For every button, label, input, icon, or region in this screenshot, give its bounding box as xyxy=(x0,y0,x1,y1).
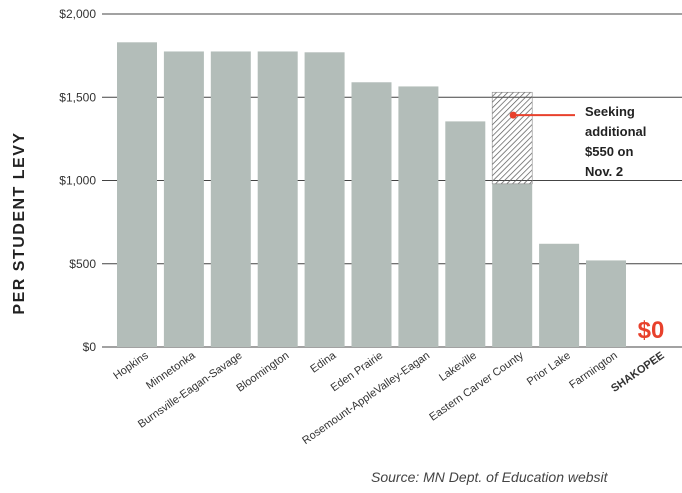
x-axis-labels: HopkinsMinnetonkaBurnsville-Eagan-Savage… xyxy=(111,349,666,447)
bar xyxy=(539,243,580,347)
annotation: Seeking additional $550 on Nov. 2 xyxy=(509,104,646,179)
y-tick-label: $1,000 xyxy=(59,174,96,188)
bar xyxy=(492,183,533,347)
bar xyxy=(210,51,251,348)
annotation-text-line: additional xyxy=(585,124,646,139)
category-label: Prior Lake xyxy=(525,350,573,389)
bar xyxy=(304,52,345,348)
y-tick-label: $2,000 xyxy=(59,7,96,21)
bar xyxy=(398,86,439,348)
y-axis-ticks: $0 $500 $1,000 $1,500 $2,000 xyxy=(59,7,96,354)
bar xyxy=(257,51,298,348)
highlight-value-label: $0 xyxy=(638,317,665,344)
bars xyxy=(117,42,626,348)
y-tick-label: $1,500 xyxy=(59,90,96,104)
bar xyxy=(445,121,486,347)
category-label: Edina xyxy=(308,349,339,375)
proposed-levy-segment xyxy=(491,91,533,185)
annotation-text-line: Seeking xyxy=(585,104,635,119)
category-label: Bloomington xyxy=(234,350,291,395)
bar xyxy=(117,42,157,348)
category-label-highlight: SHAKOPEE xyxy=(609,350,666,395)
bar xyxy=(351,82,392,347)
source-note: Source: MN Dept. of Education websit xyxy=(371,469,609,485)
bar xyxy=(163,51,204,348)
category-label: Lakeville xyxy=(437,350,479,384)
annotation-text-line: Nov. 2 xyxy=(585,164,623,179)
y-tick-label: $0 xyxy=(83,340,97,354)
y-axis-title: PER STUDENT LEVY xyxy=(11,131,28,314)
category-label: Hopkins xyxy=(111,349,151,382)
y-tick-label: $500 xyxy=(69,257,96,271)
bar xyxy=(586,260,626,347)
annotation-text-line: $550 on xyxy=(585,144,633,159)
